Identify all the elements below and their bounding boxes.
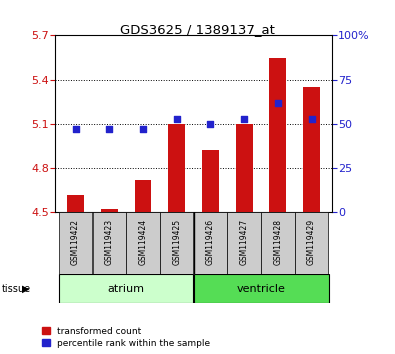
Text: GDS3625 / 1389137_at: GDS3625 / 1389137_at (120, 23, 275, 36)
Text: GSM119425: GSM119425 (172, 219, 181, 265)
Bar (160, 212, 194, 274)
Bar (202, 150, 219, 212)
Text: ▶: ▶ (22, 284, 29, 294)
Point (140, 126, 146, 132)
Point (241, 116, 247, 121)
Legend: transformed count, percentile rank within the sample: transformed count, percentile rank withi… (40, 325, 212, 349)
Point (72, 126, 79, 132)
Bar (59, 274, 194, 303)
Bar (126, 212, 160, 274)
Text: tissue: tissue (2, 284, 31, 293)
Text: GSM119423: GSM119423 (105, 219, 114, 265)
Text: ventricle: ventricle (237, 284, 286, 293)
Text: GSM119427: GSM119427 (240, 219, 248, 265)
Bar (295, 212, 328, 274)
Bar (236, 124, 252, 212)
Text: atrium: atrium (107, 284, 145, 293)
Text: GSM119424: GSM119424 (139, 219, 147, 265)
Text: GSM119429: GSM119429 (307, 219, 316, 265)
Bar (59, 212, 92, 274)
Point (106, 126, 113, 132)
Bar (194, 274, 329, 303)
Bar (261, 212, 295, 274)
Bar (168, 124, 185, 212)
Point (173, 116, 180, 121)
Point (275, 100, 281, 105)
Bar (194, 212, 227, 274)
Text: GSM119426: GSM119426 (206, 219, 215, 265)
Bar (135, 180, 151, 212)
Bar (101, 210, 118, 212)
Text: GSM119422: GSM119422 (71, 219, 80, 265)
Bar (228, 212, 261, 274)
Bar (269, 57, 286, 212)
Point (207, 121, 214, 127)
Bar (303, 87, 320, 212)
Point (308, 116, 315, 121)
Bar (67, 195, 84, 212)
Text: GSM119428: GSM119428 (273, 219, 282, 265)
Bar (92, 212, 126, 274)
